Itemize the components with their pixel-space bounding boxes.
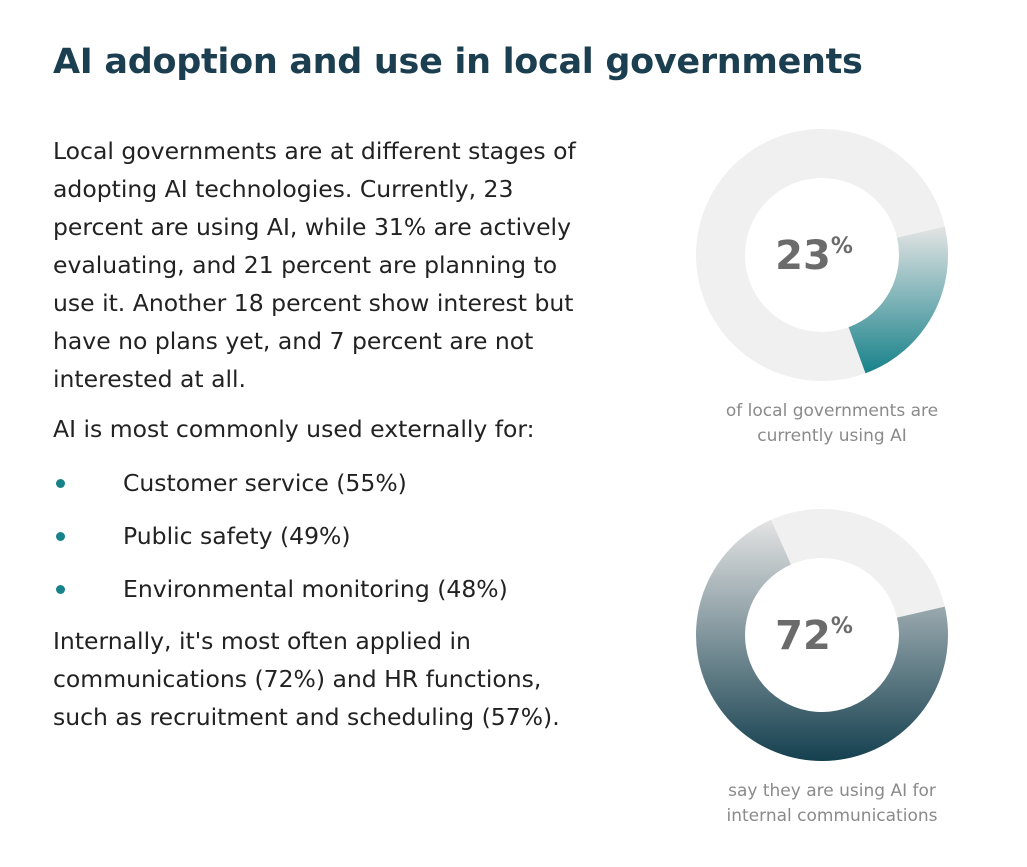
value-number: 23 (775, 233, 831, 279)
center-value: 72% (775, 613, 853, 659)
center-value: 23% (775, 233, 853, 279)
paragraph: Local governments are at different stage… (53, 137, 576, 393)
bullet: Environmental monitoring (48%) (53, 570, 508, 623)
value-unit: % (831, 234, 853, 259)
paragraph: AI is most commonly used externally for: (53, 415, 535, 443)
value-unit: % (831, 614, 853, 639)
title: AI adoption and use in local governments (53, 42, 863, 82)
paragraph: Internally, it's most often applied in c… (53, 627, 560, 731)
bullet: Customer service (55%) (53, 464, 508, 517)
caption: of local governments are currently using… (725, 401, 939, 446)
caption: say they are using AI for internal commu… (726, 781, 938, 826)
bullet: Public safety (49%) (53, 517, 508, 570)
donut-segment (696, 519, 948, 761)
donut-segment (848, 226, 948, 374)
donut-charts: 23%72% (696, 129, 948, 761)
bullet-list: Customer service (55%) Public safety (49… (53, 464, 508, 623)
value-number: 72 (775, 613, 831, 659)
